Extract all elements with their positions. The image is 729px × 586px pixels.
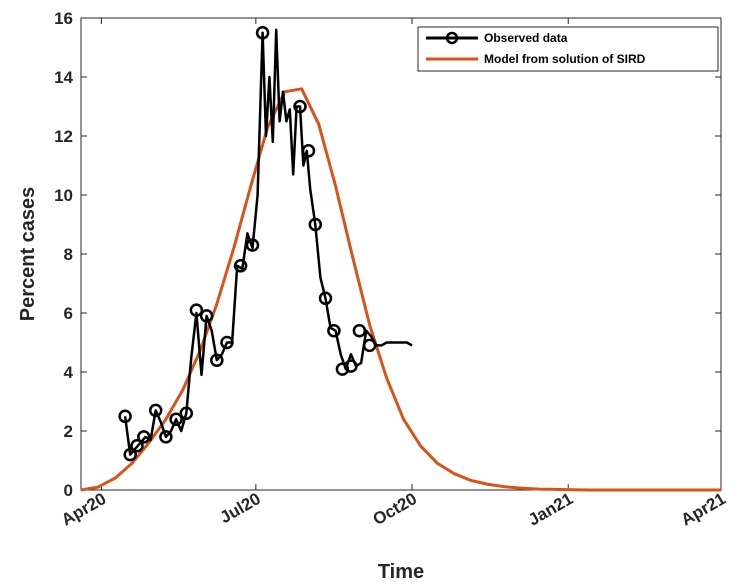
observed-point-22 <box>352 323 367 338</box>
legend-marker-observed <box>445 31 459 45</box>
observed-point-5 <box>159 430 173 444</box>
observed-point-2 <box>130 439 144 453</box>
observed-point-21 <box>344 359 358 373</box>
y-tick-label-4: 8 <box>64 245 73 264</box>
y-tick-label-7: 14 <box>54 68 73 87</box>
observed-point-15 <box>293 99 307 114</box>
legend-label-model: Model from solution of SIRD <box>484 52 646 66</box>
observed-point-17 <box>308 217 323 232</box>
observed-point-23 <box>362 338 377 353</box>
observed-point-12 <box>233 259 248 273</box>
y-tick-label-0: 0 <box>64 481 73 500</box>
observed-point-19 <box>327 323 341 338</box>
observed-point-0 <box>118 409 132 424</box>
observed-point-13 <box>245 238 260 252</box>
x-tick-label-4: Apr21 <box>678 489 729 530</box>
y-tick-label-6: 12 <box>54 127 73 146</box>
observed-point-10 <box>210 353 224 367</box>
observed-point-4 <box>148 403 163 418</box>
series-line-observed <box>123 28 413 456</box>
y-tick-label-3: 6 <box>64 304 73 323</box>
y-axis-ticks: 0 2 4 6 8 10 12 14 16 <box>54 9 721 500</box>
y-tick-label-1: 2 <box>64 422 73 441</box>
observed-point-7 <box>179 406 194 421</box>
observed-point-6 <box>169 412 183 426</box>
y-tick-label-2: 4 <box>64 363 74 382</box>
observed-point-20 <box>335 362 350 376</box>
legend-label-observed: Observed data <box>484 31 568 45</box>
observed-point-14 <box>255 26 270 40</box>
observed-point-3 <box>137 430 151 444</box>
observed-point-1 <box>123 447 137 462</box>
observed-point-8 <box>189 303 204 317</box>
y-axis-label: Percent cases <box>17 187 39 322</box>
y-tick-label-5: 10 <box>54 186 73 205</box>
y-tick-label-8: 16 <box>54 9 73 28</box>
observed-point-18 <box>318 291 333 306</box>
x-tick-label-1: Jul20 <box>217 489 264 527</box>
legend: Observed data Model from solution of SIR… <box>417 26 719 72</box>
x-tick-label-2: Oct20 <box>370 489 420 529</box>
observed-point-11 <box>220 335 234 350</box>
legend-box <box>417 26 719 72</box>
x-tick-label-3: Jan21 <box>525 489 576 530</box>
observed-point-9 <box>199 309 214 323</box>
observed-point-16 <box>301 144 316 158</box>
x-axis-label: Time <box>378 561 424 583</box>
series-layer <box>80 26 721 492</box>
